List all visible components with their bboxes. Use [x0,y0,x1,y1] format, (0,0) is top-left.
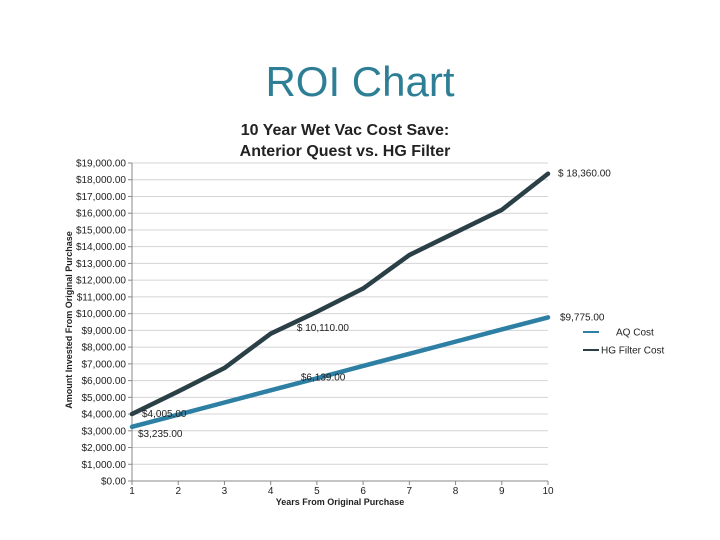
legend-label: AQ Cost [616,328,654,339]
y-tick-label: $10,000.00 [76,309,126,320]
y-tick-label: $0.00 [101,477,126,488]
data-label: $4,005.00 [142,409,187,420]
data-point [268,388,273,393]
x-tick-labels: 1 2 3 4 5 6 7 8 9 10 [129,486,554,497]
y-tick-label: $4,000.00 [82,410,127,421]
data-annotations: $ 18,360.00 $9,775.00 $ 10,110.00 $6,139.00… [138,169,611,440]
data-point [361,363,366,368]
x-tick-label: 4 [268,486,274,497]
y-tick-label: $8,000.00 [82,343,127,354]
y-tick-label: $7,000.00 [82,359,127,370]
data-point [453,339,458,344]
x-tick-label: 2 [175,486,181,497]
gridlines [132,162,548,465]
x-tick-label: 6 [360,486,366,497]
data-point [268,331,273,336]
legend: AQ Cost HG Filter Cost [583,328,665,357]
data-point [130,424,134,429]
x-axis-label: Years From Original Purchase [276,497,405,507]
data-label: $ 18,360.00 [558,169,611,180]
series-line-hg-filter-cost [129,171,551,417]
y-tick-label: $16,000.00 [76,209,126,220]
data-point [546,171,550,176]
x-tick-label: 10 [542,486,554,497]
data-point [130,411,134,416]
x-tick-label: 7 [407,486,413,497]
series-line-aq-cost [129,315,551,430]
y-tick-label: $11,000.00 [77,292,127,303]
legend-label: HG Filter Cost [601,346,665,357]
data-point [314,309,319,314]
chart-title: 10 Year Wet Vac Cost Save: [241,122,449,139]
data-label: $3,235.00 [138,429,183,440]
x-tick-label: 8 [453,486,459,497]
y-tick-label: $13,000.00 [76,259,126,270]
data-point [546,315,550,320]
x-tick-label: 3 [222,486,228,497]
data-point [176,389,181,394]
data-point [407,253,412,258]
y-tick-label: $5,000.00 [82,393,127,404]
y-tick-label: $17,000.00 [76,192,126,203]
data-label: $9,775.00 [560,312,605,323]
data-point [176,412,181,417]
chart-subtitle: Anterior Quest vs. HG Filter [240,143,451,160]
y-tick-label: $18,000.00 [76,175,126,186]
y-tick-label: $12,000.00 [76,276,126,287]
y-tick-label: $15,000.00 [76,225,126,236]
data-point [499,207,504,212]
y-tick-label: $1,000.00 [82,460,127,471]
y-tick-label: $2,000.00 [82,443,127,454]
data-point [361,286,366,291]
slide-title: ROI Chart [265,58,455,105]
series-lines [129,171,551,430]
y-tick-label: $6,000.00 [82,376,127,387]
y-tick-label: $19,000.00 [76,159,126,170]
data-point [222,366,227,371]
y-tick-label: $3,000.00 [82,426,127,437]
y-tick-labels: $0.00 $1,000.00 $2,000.00 $3,000.00 $4,000.0… [76,159,126,488]
x-tick-label: 1 [129,486,135,497]
y-tick-label: $14,000.00 [76,242,126,253]
y-tick-label: $9,000.00 [82,326,127,337]
x-tick-label: 5 [314,486,320,497]
data-point [407,351,412,356]
x-tick-label: 9 [499,486,505,497]
data-point [222,400,227,405]
data-point [499,327,504,332]
data-point [314,376,319,381]
data-label: $6,139.00 [301,372,346,383]
y-axis-label: Amount Invested From Original Purchase [64,231,74,409]
data-point [453,230,458,235]
data-label: $ 10,110.00 [297,323,350,334]
